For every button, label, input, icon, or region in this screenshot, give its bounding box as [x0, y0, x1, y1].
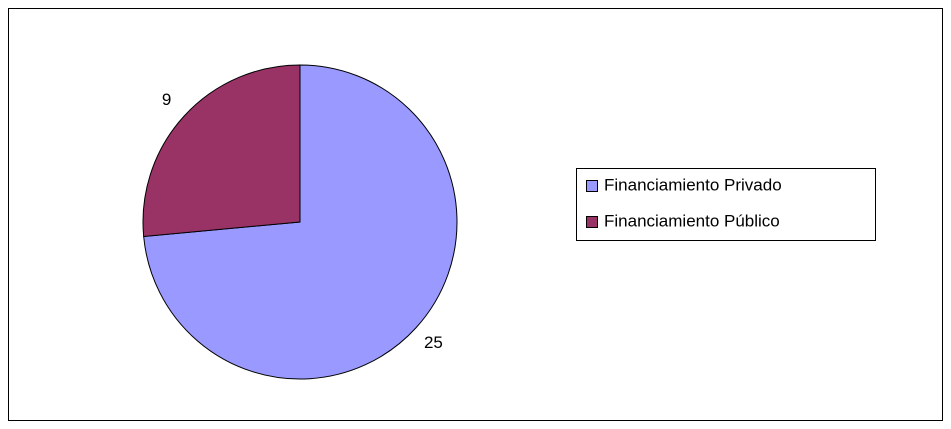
legend-box	[576, 168, 876, 241]
legend-swatch	[586, 180, 598, 192]
legend-swatch	[586, 216, 598, 228]
data-label: 9	[162, 90, 171, 109]
legend-label: Financiamiento Público	[604, 211, 780, 230]
data-label: 25	[424, 333, 443, 352]
legend-label: Financiamiento Privado	[604, 175, 782, 194]
pie-slice	[142, 64, 301, 238]
